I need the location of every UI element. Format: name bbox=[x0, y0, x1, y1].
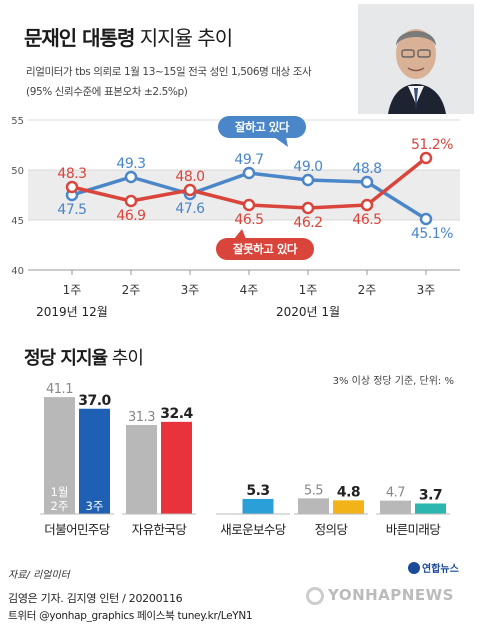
data-label: 46.2 bbox=[293, 215, 322, 231]
legend-pill-approve: 잘하고 있다 bbox=[218, 116, 306, 147]
subtitle-line2: (95% 신뢰수준에 표본오차 ±2.5%p) bbox=[26, 86, 188, 98]
bar-value-label: 32.4 bbox=[160, 406, 193, 422]
bar-value-label: 4.7 bbox=[386, 486, 405, 501]
data-label: 45.1% bbox=[411, 226, 453, 242]
yonhap-logo: 연합뉴스 bbox=[408, 560, 459, 575]
data-label: 48.8 bbox=[352, 161, 381, 177]
bar-curr bbox=[333, 500, 364, 514]
approval-line-chart: 40 45 50 55 47.5 49.3 47.6 49.7 49.0 48.8 45.1% 48… bbox=[11, 116, 460, 319]
yonhap-logo-text: 연합뉴스 bbox=[422, 564, 459, 575]
party-title-light: 추이 bbox=[107, 348, 144, 369]
bar-prev bbox=[298, 498, 329, 514]
bar-series-label: 2주 bbox=[51, 499, 69, 513]
data-point bbox=[124, 194, 138, 208]
y-tick-label: 50 bbox=[11, 166, 24, 177]
data-label: 47.6 bbox=[175, 201, 205, 217]
bar-value-label: 41.1 bbox=[46, 382, 73, 397]
bar-category-label: 더불어민주당 bbox=[44, 522, 111, 537]
subtitle-line1: 리얼미터가 tbs 의뢰로 1월 13~15일 전국 성인 1,506명 대상 … bbox=[26, 66, 312, 78]
data-label: 49.3 bbox=[116, 156, 145, 172]
watermark-text: YONHAPNEWS bbox=[328, 586, 454, 604]
bar-curr bbox=[242, 498, 274, 514]
x-tick-label: 3주 bbox=[417, 283, 436, 297]
x-tick-label: 2주 bbox=[122, 283, 141, 297]
bar-chart-note: 3% 이상 정당 기준, 단위: % bbox=[332, 376, 454, 387]
data-point bbox=[360, 175, 374, 189]
bar-curr bbox=[415, 503, 446, 514]
bar-value-label: 4.8 bbox=[337, 484, 360, 500]
y-tick-label: 40 bbox=[11, 266, 24, 277]
credit-line1: 김영은 기자. 김지영 인턴 / 20200116 bbox=[8, 592, 183, 605]
bar-value-label: 5.5 bbox=[304, 483, 323, 498]
bar-value-label: 3.7 bbox=[419, 487, 442, 503]
data-point bbox=[183, 183, 197, 197]
bar-prev bbox=[126, 424, 157, 514]
month-label: 2020년 1월 bbox=[276, 305, 340, 319]
x-tick-label: 3주 bbox=[181, 283, 200, 297]
x-tick-label: 2주 bbox=[358, 283, 377, 297]
bar-curr bbox=[161, 421, 192, 514]
x-tick-label: 1주 bbox=[299, 283, 318, 297]
title-bold: 문재인 대통령 bbox=[24, 26, 135, 50]
data-label: 51.2% bbox=[411, 137, 453, 153]
president-portrait bbox=[358, 4, 474, 114]
title-light: 지지율 추이 bbox=[134, 26, 233, 50]
bar-category-label: 바른미래당 bbox=[386, 522, 442, 537]
data-point bbox=[419, 212, 433, 226]
data-point bbox=[301, 173, 315, 187]
data-point bbox=[419, 151, 433, 165]
bar-prev bbox=[380, 500, 411, 514]
watermark-icon bbox=[306, 587, 324, 605]
bar-value-label: 37.0 bbox=[78, 393, 111, 409]
x-tick-label: 1주 bbox=[63, 283, 82, 297]
legend-label: 잘못하고 있다 bbox=[233, 242, 298, 256]
legend-pill-disapprove: 잘못하고 있다 bbox=[216, 229, 314, 260]
data-point bbox=[124, 170, 138, 184]
credit-line2: 트위터 @yonhap_graphics 페이스북 tuney.kr/LeYN1 bbox=[8, 610, 253, 622]
data-label: 48.3 bbox=[57, 166, 86, 182]
month-label: 2019년 12월 bbox=[36, 305, 108, 319]
legend-label: 잘하고 있다 bbox=[235, 120, 290, 134]
data-label: 46.5 bbox=[234, 212, 263, 228]
bar-prev bbox=[44, 397, 75, 514]
bar-curr bbox=[79, 408, 110, 514]
watermark: YONHAPNEWS bbox=[306, 586, 454, 605]
bar-category-label: 정의당 bbox=[315, 522, 349, 537]
party-title-bold: 정당 지지율 bbox=[24, 348, 108, 369]
bar-series-label: 3주 bbox=[86, 499, 104, 513]
bar-value-label: 5.3 bbox=[246, 483, 269, 499]
data-point bbox=[301, 201, 315, 215]
party-chart-title: 정당 지지율 추이 bbox=[24, 344, 144, 370]
source-note: 자료/ 리얼미터 bbox=[8, 570, 70, 581]
data-point bbox=[242, 166, 256, 180]
x-tick-label: 4주 bbox=[240, 283, 259, 297]
data-point bbox=[360, 198, 374, 212]
bar-value-label: 31.3 bbox=[128, 410, 155, 425]
data-point bbox=[65, 180, 79, 194]
bar-category-label: 새로운보수당 bbox=[220, 522, 287, 537]
bar-category-label: 자유한국당 bbox=[132, 522, 188, 537]
data-label: 49.7 bbox=[234, 152, 263, 168]
data-label: 46.5 bbox=[352, 212, 381, 228]
yonhap-logo-icon bbox=[408, 562, 420, 574]
data-point bbox=[242, 198, 256, 212]
data-label: 49.0 bbox=[293, 159, 322, 175]
data-label: 46.9 bbox=[116, 208, 145, 224]
y-tick-label: 45 bbox=[11, 216, 24, 227]
bar-series-label: 1월 bbox=[51, 485, 69, 499]
page-title: 문재인 대통령 지지율 추이 bbox=[24, 22, 233, 51]
data-label: 47.5 bbox=[57, 202, 86, 218]
y-tick-label: 55 bbox=[11, 116, 24, 127]
data-label: 48.0 bbox=[175, 169, 204, 185]
